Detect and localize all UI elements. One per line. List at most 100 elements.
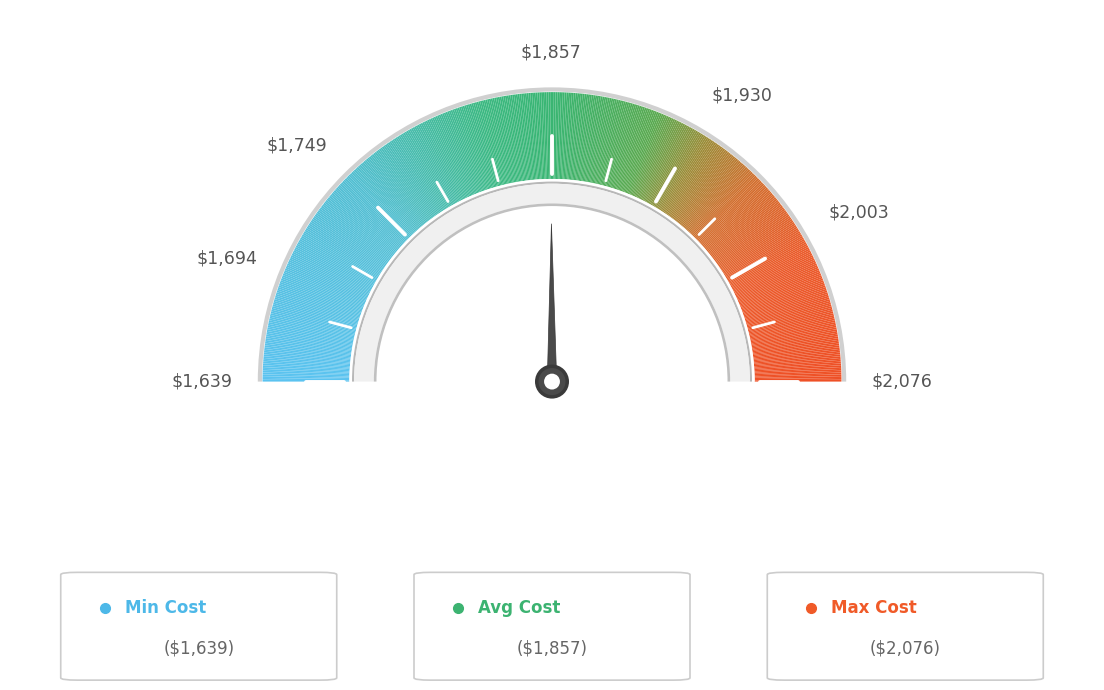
Wedge shape: [726, 234, 803, 279]
Wedge shape: [264, 349, 351, 360]
Wedge shape: [280, 280, 362, 312]
Wedge shape: [753, 344, 839, 356]
Wedge shape: [381, 148, 433, 219]
Wedge shape: [720, 220, 794, 270]
Wedge shape: [585, 96, 601, 182]
Wedge shape: [623, 110, 655, 193]
Wedge shape: [580, 95, 594, 181]
Wedge shape: [457, 108, 487, 190]
Wedge shape: [290, 255, 370, 294]
Wedge shape: [295, 247, 373, 288]
Wedge shape: [730, 242, 807, 285]
Wedge shape: [471, 103, 497, 187]
Wedge shape: [268, 322, 353, 341]
Wedge shape: [283, 275, 363, 308]
Wedge shape: [735, 258, 815, 297]
Wedge shape: [737, 264, 817, 300]
Wedge shape: [731, 247, 809, 288]
Wedge shape: [273, 304, 357, 328]
Wedge shape: [660, 137, 709, 211]
Wedge shape: [679, 156, 735, 225]
Wedge shape: [282, 277, 363, 309]
Wedge shape: [296, 246, 373, 287]
Wedge shape: [310, 220, 384, 270]
Wedge shape: [566, 92, 574, 179]
Wedge shape: [354, 184, 750, 382]
Wedge shape: [752, 335, 838, 350]
Wedge shape: [370, 155, 426, 224]
Wedge shape: [637, 119, 676, 198]
Wedge shape: [317, 211, 389, 264]
Wedge shape: [266, 336, 352, 351]
Wedge shape: [465, 105, 491, 188]
Wedge shape: [280, 278, 363, 310]
Wedge shape: [402, 133, 448, 208]
Wedge shape: [563, 92, 570, 179]
Wedge shape: [383, 146, 435, 217]
FancyBboxPatch shape: [767, 572, 1043, 680]
Wedge shape: [700, 184, 764, 244]
Wedge shape: [586, 97, 603, 182]
Wedge shape: [265, 345, 351, 357]
Wedge shape: [696, 177, 758, 239]
Wedge shape: [329, 196, 396, 253]
Wedge shape: [697, 179, 761, 241]
Wedge shape: [565, 92, 572, 179]
Wedge shape: [431, 118, 468, 198]
Wedge shape: [331, 193, 399, 250]
Wedge shape: [425, 121, 465, 199]
Text: ($1,639): ($1,639): [163, 640, 234, 658]
Wedge shape: [477, 101, 500, 186]
Wedge shape: [418, 124, 460, 201]
Wedge shape: [569, 93, 577, 179]
Wedge shape: [672, 148, 725, 219]
Wedge shape: [263, 371, 350, 375]
Wedge shape: [374, 204, 730, 382]
Wedge shape: [265, 344, 351, 356]
Wedge shape: [541, 92, 545, 179]
Wedge shape: [570, 93, 580, 180]
Wedge shape: [286, 265, 367, 301]
Wedge shape: [352, 181, 752, 382]
Wedge shape: [263, 376, 349, 379]
Wedge shape: [555, 92, 560, 179]
Wedge shape: [442, 113, 476, 194]
Wedge shape: [305, 230, 380, 276]
Wedge shape: [257, 88, 847, 382]
Wedge shape: [549, 92, 551, 179]
Wedge shape: [690, 169, 750, 234]
Wedge shape: [509, 95, 523, 181]
Wedge shape: [745, 292, 828, 320]
Wedge shape: [486, 99, 507, 184]
Wedge shape: [605, 102, 629, 186]
Wedge shape: [603, 101, 626, 186]
Wedge shape: [714, 208, 785, 262]
Wedge shape: [440, 114, 475, 195]
Wedge shape: [399, 135, 446, 210]
Wedge shape: [263, 378, 349, 380]
Wedge shape: [392, 139, 442, 213]
Wedge shape: [550, 92, 552, 179]
Wedge shape: [263, 373, 350, 377]
Wedge shape: [349, 175, 411, 237]
Wedge shape: [617, 108, 647, 190]
Wedge shape: [478, 101, 501, 186]
Wedge shape: [560, 92, 565, 179]
Wedge shape: [751, 327, 837, 345]
Wedge shape: [752, 338, 838, 353]
Wedge shape: [466, 105, 493, 188]
Wedge shape: [689, 168, 749, 233]
Wedge shape: [308, 224, 382, 272]
Polygon shape: [548, 224, 556, 382]
Wedge shape: [715, 210, 786, 262]
Text: Min Cost: Min Cost: [125, 599, 206, 617]
Wedge shape: [739, 270, 820, 304]
Wedge shape: [456, 108, 486, 190]
Wedge shape: [272, 310, 355, 333]
Wedge shape: [554, 92, 558, 179]
Wedge shape: [750, 319, 835, 339]
Wedge shape: [289, 258, 369, 297]
Wedge shape: [744, 290, 827, 319]
Wedge shape: [265, 340, 351, 354]
Wedge shape: [747, 304, 831, 328]
